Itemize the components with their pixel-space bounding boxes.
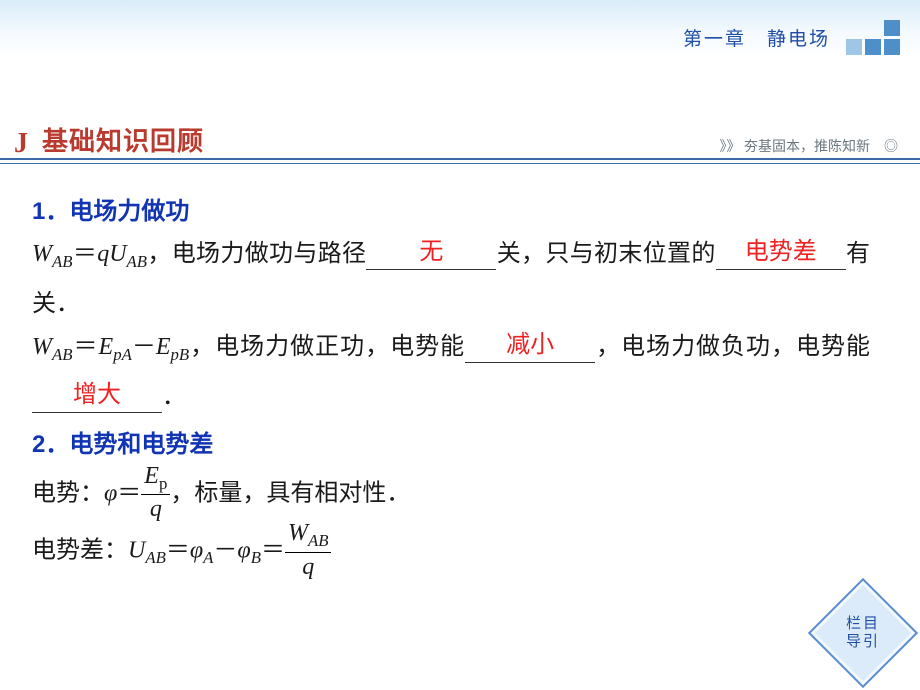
blank-3: 减小: [465, 332, 595, 363]
heading-1: 1．电场力做功: [32, 190, 870, 233]
answer-3: 减小: [506, 331, 554, 358]
paragraph-3: 电势：φ＝Epq，标量，具有相对性．: [32, 466, 870, 524]
fraction-Ep-q: Epq: [141, 464, 170, 522]
paragraph-4: 电势差：UAB＝φA－φB＝WABq: [32, 523, 870, 583]
blank-4: 增大: [32, 382, 162, 413]
answer-4: 增大: [73, 381, 121, 408]
section-subtitle: 》》 夯基固本，推陈知新 ◎: [720, 136, 899, 156]
section-title: 基础知识回顾: [42, 121, 204, 158]
blank-2: 电势差: [716, 239, 846, 270]
content-body: 1．电场力做功 WAB＝qUAB，电场力做功与路径无关，只与初末位置的电势差有关…: [32, 190, 870, 583]
blank-1: 无: [366, 239, 496, 270]
nav-diamond-button[interactable]: 栏目 导引: [808, 578, 918, 688]
answer-2: 电势差: [745, 238, 817, 265]
heading-2: 2．电势和电势差: [32, 423, 870, 466]
paragraph-1: WAB＝qUAB，电场力做功与路径无关，只与初末位置的电势差有关．: [32, 233, 870, 326]
paragraph-2: WAB＝EpA－EpB，电场力做正功，电势能减小，电场力做负功，电势能增大．: [32, 326, 870, 419]
chapter-title: 第一章 静电场: [683, 24, 830, 51]
section-header: J 基础知识回顾 》》 夯基固本，推陈知新 ◎: [0, 120, 920, 160]
nav-line2: 导引: [846, 633, 880, 650]
fraction-Wab-q: WABq: [285, 521, 332, 579]
section-knot-icon: J: [14, 128, 28, 160]
corner-decoration: [846, 20, 900, 55]
nav-line1: 栏目: [846, 615, 880, 632]
answer-1: 无: [419, 238, 443, 265]
